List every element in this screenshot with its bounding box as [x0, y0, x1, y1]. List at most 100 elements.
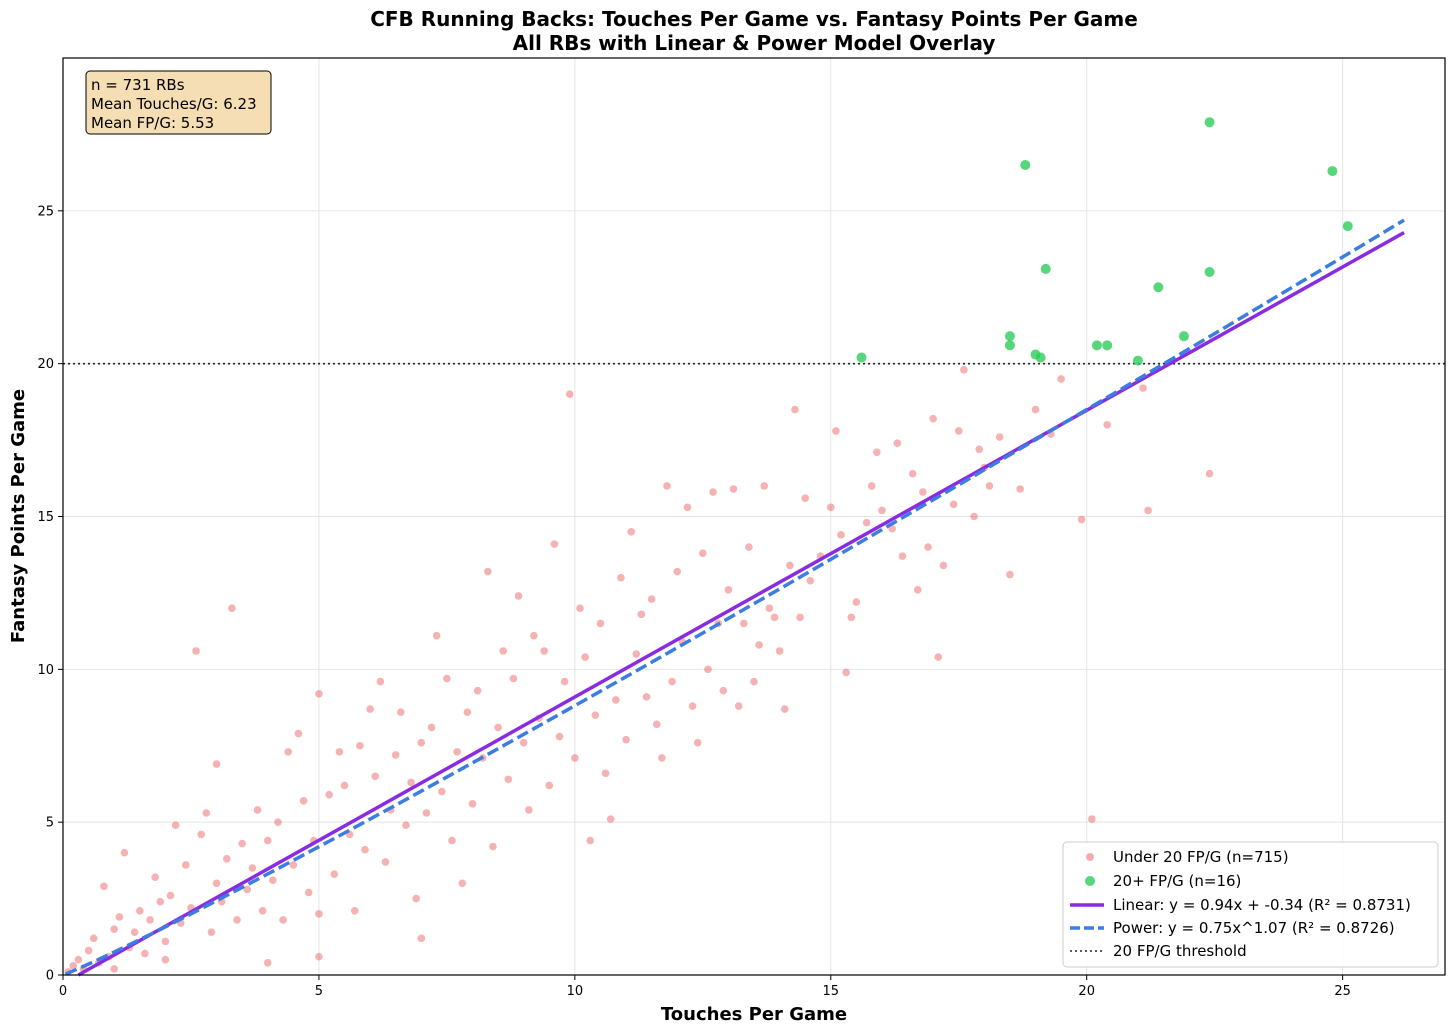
- data-point-under-20: [673, 567, 682, 576]
- data-point-under-20: [141, 949, 149, 958]
- data-point-under-20: [734, 702, 743, 710]
- data-point-under-20: [924, 543, 932, 551]
- axis-ticks: 0 5 10 15 20 25 0 5 10 15 20 25: [37, 204, 1350, 999]
- data-point-under-20: [371, 772, 380, 781]
- data-point-under-20: [832, 427, 840, 435]
- stats-count: n = 731 RBs: [91, 76, 185, 94]
- data-point-under-20: [504, 775, 513, 784]
- data-point-under-20: [995, 433, 1004, 441]
- legend-label-20-plus: 20+ FP/G (n=16): [1113, 872, 1241, 890]
- data-point-under-20: [156, 897, 165, 906]
- y-tick-label: 20: [37, 357, 54, 372]
- data-point-20-plus: [1004, 331, 1015, 342]
- data-point-under-20: [340, 781, 349, 790]
- data-point-under-20: [555, 732, 564, 741]
- data-point-under-20: [760, 482, 769, 490]
- data-point-under-20: [509, 674, 518, 683]
- data-point-under-20: [750, 677, 758, 686]
- data-point-under-20: [228, 604, 236, 612]
- data-point-under-20: [826, 503, 835, 512]
- data-point-under-20: [540, 647, 548, 655]
- data-point-under-20: [1077, 515, 1086, 524]
- data-point-under-20: [253, 806, 262, 814]
- data-point-under-20: [724, 586, 733, 594]
- y-tick-label: 5: [46, 816, 54, 831]
- series-20-plus: [856, 117, 1353, 366]
- data-point-under-20: [775, 647, 784, 655]
- data-point-under-20: [120, 848, 129, 857]
- data-point-under-20: [647, 595, 656, 603]
- data-point-20-plus: [1178, 331, 1189, 342]
- data-point-under-20: [1006, 570, 1014, 579]
- data-point-under-20: [397, 708, 405, 716]
- data-point-under-20: [601, 769, 610, 778]
- data-point-20-plus: [1204, 266, 1215, 277]
- data-point-under-20: [238, 839, 246, 848]
- data-point-under-20: [417, 738, 426, 747]
- data-point-under-20: [637, 610, 646, 619]
- fit-lines: [64, 218, 1405, 977]
- data-point-under-20: [642, 693, 651, 701]
- data-point-under-20: [458, 879, 467, 888]
- stats-box-background: [85, 70, 272, 135]
- data-point-20-plus: [1020, 159, 1031, 170]
- legend-label-linear: Linear: y = 0.94x + -0.34 (R² = 0.8731): [1113, 896, 1411, 914]
- data-point-20-plus: [1035, 352, 1046, 363]
- legend-marker-under-20: [1086, 853, 1094, 861]
- data-point-under-20: [913, 586, 922, 594]
- data-point-under-20: [847, 613, 856, 622]
- data-point-under-20: [560, 677, 569, 686]
- data-point-under-20: [69, 962, 78, 970]
- data-point-under-20: [837, 531, 845, 539]
- data-point-under-20: [524, 806, 533, 814]
- data-point-under-20: [842, 668, 850, 677]
- data-point-under-20: [289, 861, 298, 869]
- data-point-under-20: [263, 836, 272, 845]
- grid: [62, 58, 1445, 976]
- data-point-under-20: [468, 800, 477, 808]
- stats-mean-fp: Mean FP/G: 5.53: [91, 114, 214, 132]
- data-point-under-20: [207, 928, 216, 937]
- data-point-under-20: [919, 488, 927, 496]
- legend-marker-20-plus: [1085, 876, 1095, 886]
- data-point-under-20: [248, 864, 257, 872]
- data-point-20-plus: [856, 352, 867, 363]
- data-point-under-20: [258, 907, 267, 915]
- data-point-under-20: [704, 665, 712, 674]
- data-point-under-20: [862, 518, 871, 527]
- data-point-under-20: [739, 619, 748, 628]
- data-point-under-20: [729, 485, 738, 493]
- data-point-under-20: [161, 955, 170, 964]
- data-point-under-20: [934, 653, 943, 661]
- y-tick-label: 10: [37, 663, 54, 678]
- data-point-under-20: [361, 845, 369, 854]
- data-point-under-20: [530, 631, 538, 640]
- data-point-under-20: [954, 427, 963, 435]
- data-point-under-20: [448, 836, 456, 845]
- data-point-under-20: [381, 858, 390, 866]
- data-point-under-20: [658, 754, 666, 762]
- x-axis-label: Touches Per Game: [661, 1004, 847, 1025]
- data-point-under-20: [663, 482, 671, 490]
- x-tick-label: 20: [1078, 984, 1095, 999]
- data-point-under-20: [484, 567, 492, 576]
- data-point-under-20: [376, 677, 385, 686]
- data-point-20-plus: [1327, 166, 1338, 177]
- data-point-under-20: [985, 482, 994, 490]
- data-point-under-20: [1088, 815, 1096, 823]
- data-point-under-20: [494, 723, 502, 732]
- data-point-under-20: [770, 613, 779, 622]
- y-axis-label: Fantasy Points Per Game: [8, 389, 29, 643]
- data-point-under-20: [683, 503, 692, 512]
- data-point-under-20: [315, 952, 323, 961]
- data-point-under-20: [243, 885, 252, 894]
- data-point-under-20: [437, 787, 446, 796]
- data-point-20-plus: [1091, 340, 1102, 351]
- data-point-under-20: [212, 879, 221, 888]
- data-point-under-20: [576, 604, 584, 612]
- data-point-under-20: [202, 809, 211, 817]
- data-point-under-20: [299, 796, 308, 805]
- data-point-under-20: [617, 573, 625, 582]
- data-point-under-20: [632, 650, 641, 658]
- data-point-under-20: [719, 686, 728, 695]
